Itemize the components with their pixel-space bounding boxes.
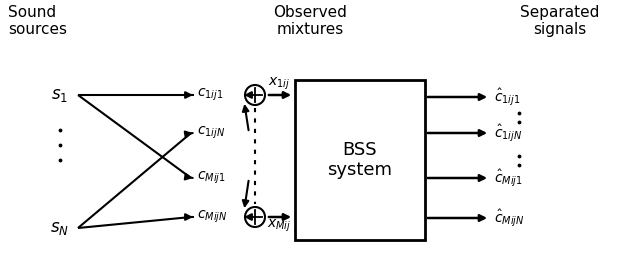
Text: BSS
system: BSS system: [328, 141, 392, 179]
Text: $\hat{c}_{1ij1}$: $\hat{c}_{1ij1}$: [494, 86, 520, 108]
Text: Separated
signals: Separated signals: [520, 5, 600, 37]
Text: $x_{Mij}$: $x_{Mij}$: [267, 218, 291, 234]
Text: $x_{1ij}$: $x_{1ij}$: [268, 76, 290, 92]
Text: $c_{MijN}$: $c_{MijN}$: [197, 209, 227, 225]
Text: $s_1$: $s_1$: [51, 86, 68, 104]
Text: $\hat{c}_{MijN}$: $\hat{c}_{MijN}$: [494, 207, 525, 229]
Text: $c_{1ijN}$: $c_{1ijN}$: [197, 125, 225, 141]
Text: Observed
mixtures: Observed mixtures: [273, 5, 347, 37]
Text: $\hat{c}_{1ijN}$: $\hat{c}_{1ijN}$: [494, 122, 522, 144]
Text: $\hat{c}_{Mij1}$: $\hat{c}_{Mij1}$: [494, 167, 523, 189]
Bar: [295, 80, 425, 240]
Text: Sound
sources: Sound sources: [8, 5, 67, 37]
Text: $c_{1ij1}$: $c_{1ij1}$: [197, 87, 223, 103]
Text: $s_N$: $s_N$: [51, 219, 70, 237]
Text: $c_{Mij1}$: $c_{Mij1}$: [197, 170, 226, 186]
